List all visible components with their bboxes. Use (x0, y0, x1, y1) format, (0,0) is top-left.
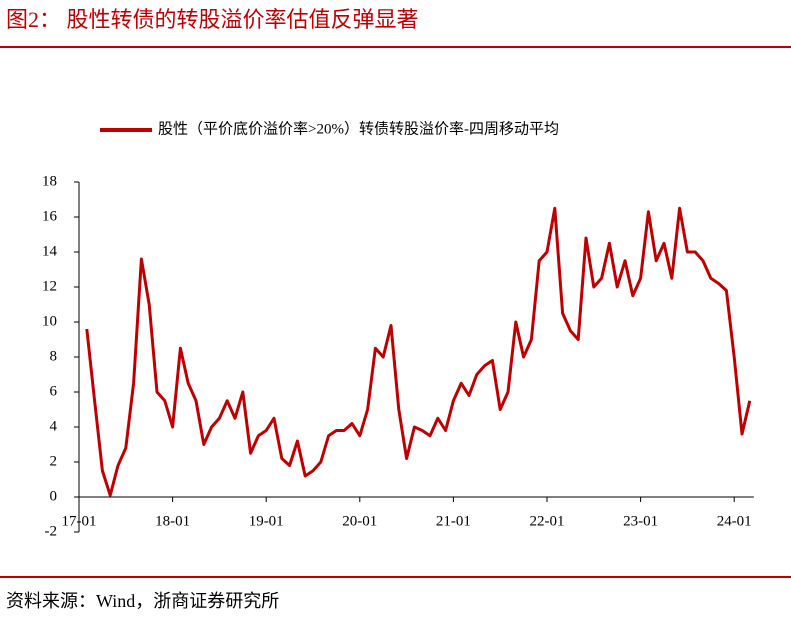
x-tick-label: 23-01 (623, 513, 658, 529)
y-tick-label: 14 (42, 243, 58, 259)
x-tick-label: 17-01 (62, 513, 97, 529)
legend-label: 股性（平价底价溢价率>20%）转债转股溢价率-四周移动平均 (158, 120, 559, 137)
source: 资料来源：Wind，浙商证券研究所 (6, 591, 279, 611)
y-tick-label: -2 (45, 523, 58, 539)
y-tick-label: 4 (50, 418, 58, 434)
y-tick-label: 2 (50, 453, 58, 469)
x-tick-label: 20-01 (342, 513, 377, 529)
y-tick-label: 0 (50, 488, 58, 504)
y-tick-label: 8 (50, 348, 58, 364)
x-tick-label: 24-01 (717, 513, 752, 529)
y-tick-label: 18 (42, 173, 57, 189)
x-tick-label: 22-01 (530, 513, 565, 529)
y-tick-label: 12 (42, 278, 57, 294)
series-line (85, 206, 752, 497)
y-tick-label: 6 (50, 383, 58, 399)
x-tick-label: 21-01 (436, 513, 471, 529)
y-tick-label: 16 (42, 208, 58, 224)
x-tick-label: 18-01 (155, 513, 190, 529)
chart-title: 图2： 股性转债的转股溢价率估值反弹显著 (6, 7, 419, 32)
x-tick-label: 19-01 (249, 513, 284, 529)
y-tick-label: 10 (42, 313, 57, 329)
